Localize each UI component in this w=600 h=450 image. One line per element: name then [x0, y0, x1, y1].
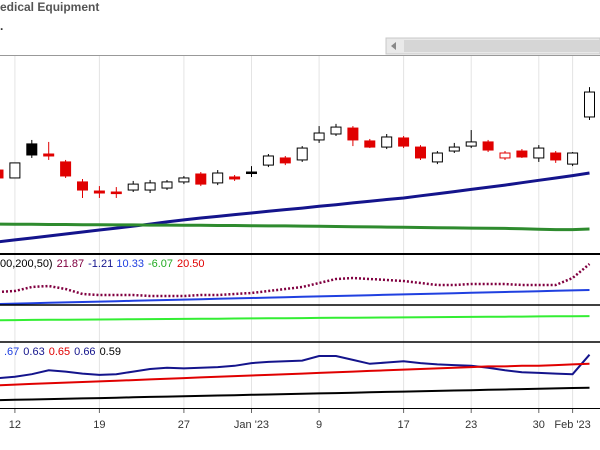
chart-title: edical Equipment: [0, 0, 99, 14]
candle-body: [93, 190, 105, 194]
scroll-thumb[interactable]: [404, 40, 600, 52]
indicator-line: [0, 171, 590, 244]
candle-body: [431, 152, 443, 163]
x-tick-label: 30: [533, 419, 545, 431]
candle-body: [195, 173, 207, 185]
legend-value: 0.65: [49, 346, 70, 358]
legend-value: -1.21: [88, 258, 113, 270]
x-tick-label: Jan '23: [234, 419, 269, 431]
legend-value: .67: [4, 346, 19, 358]
candle-body: [60, 161, 72, 177]
x-tick-label: 23: [465, 419, 477, 431]
legend-value: 21.87: [57, 258, 85, 270]
indicator-line: [0, 263, 591, 298]
indicator-line: [0, 362, 590, 387]
candle-body: [161, 181, 173, 189]
candle-body: [567, 152, 579, 165]
candle-body: [9, 162, 21, 179]
candle-body: [178, 177, 190, 183]
candle-body: [262, 155, 274, 166]
scrollbar[interactable]: [385, 37, 600, 55]
candle-body: [330, 126, 342, 135]
legend-value: -6.07: [148, 258, 173, 270]
candle-body: [533, 147, 545, 159]
indicator-line: [0, 354, 591, 379]
legend-value: 0.59: [100, 346, 121, 358]
candle-body: [584, 91, 595, 118]
candle-body: [144, 182, 156, 191]
candle-body: [364, 140, 376, 148]
x-tick-label: 19: [93, 419, 105, 431]
legend-value: 0.63: [23, 346, 44, 358]
candle-body: [77, 181, 88, 191]
legend-value: 0.66: [74, 346, 95, 358]
scroll-arrow[interactable]: [391, 42, 396, 50]
candle-body: [347, 127, 359, 141]
candle-body: [229, 176, 241, 180]
panel-borders: [0, 55, 600, 409]
candle-body: [398, 137, 410, 147]
candle-body: [279, 157, 291, 164]
candle-body: [43, 153, 55, 157]
legend-value: 20.50: [177, 258, 205, 270]
candle-body: [246, 171, 257, 175]
x-tick-label: Feb '23: [554, 419, 590, 431]
x-tick-label: 12: [9, 419, 21, 431]
indicator-line: [0, 222, 590, 232]
candle-body: [127, 183, 139, 191]
candle-body: [499, 152, 511, 159]
candle-body: [313, 132, 325, 141]
grid: [14, 56, 574, 413]
x-tick-label: 27: [178, 419, 190, 431]
candle-body: [381, 136, 393, 148]
candle-body: [465, 141, 477, 147]
x-tick-label: 9: [316, 419, 322, 431]
candle-body: [26, 143, 38, 156]
legend-title: 00,200,50): [0, 258, 53, 270]
x-tick-label: 17: [397, 419, 409, 431]
legend-value: 10.33: [116, 258, 144, 270]
candle-body: [415, 146, 426, 159]
indicator-line: [0, 386, 590, 402]
candle-body: [296, 147, 308, 161]
candle-body: [448, 146, 460, 152]
indicator-line: [0, 315, 590, 322]
candle-body: [482, 141, 494, 151]
panel-legend: 00,200,50) 21.87 -1.21 10.33 -6.07 20.50: [0, 258, 205, 270]
indicator-line: [0, 289, 590, 305]
candle-body: [110, 191, 122, 195]
candle-body: [550, 152, 562, 161]
plot: 12 19 27 Jan '23 9 17 23 30 Feb '23 00,200,50) 21.…: [0, 87, 595, 431]
candle-body: [516, 150, 528, 158]
candle-body: [212, 172, 224, 184]
panel-legend: .67 0.63 0.65 0.66 0.59: [4, 346, 121, 358]
candle-body: [0, 169, 4, 179]
chart-subtitle: .: [0, 19, 3, 33]
